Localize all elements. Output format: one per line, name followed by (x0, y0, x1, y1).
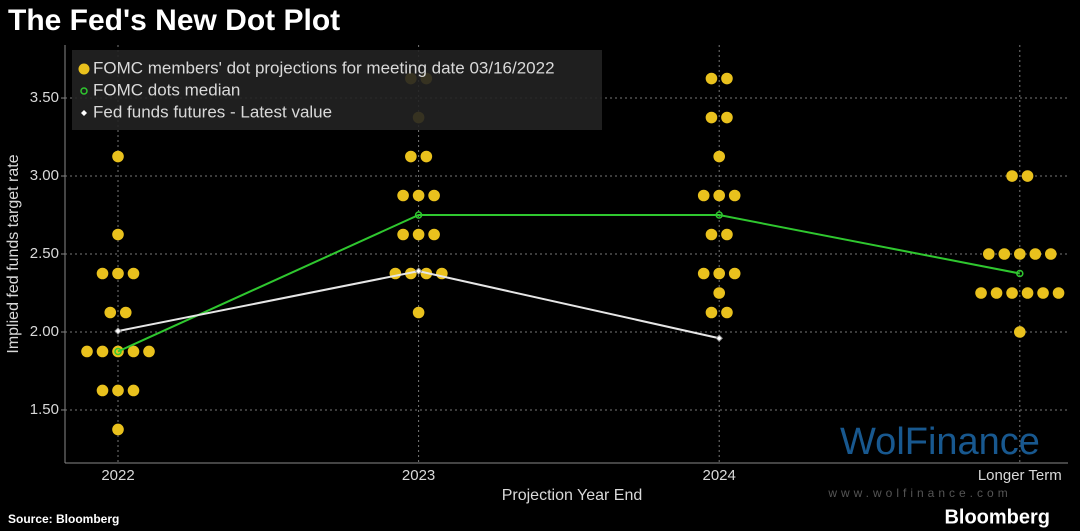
dot (143, 345, 155, 358)
legend-swatch (78, 63, 90, 75)
series-line (117, 214, 1020, 353)
dot (1021, 170, 1034, 182)
y-tick-label: 3.00 (30, 167, 59, 184)
dot (127, 384, 140, 397)
dot (721, 228, 733, 241)
x-tick-label: 2024 (703, 467, 736, 484)
dot (713, 189, 725, 202)
dot (405, 150, 417, 163)
dot (697, 189, 710, 202)
dot (412, 306, 425, 319)
y-axis-title: Implied fed funds target rate (5, 154, 22, 353)
median-marker (114, 347, 122, 356)
x-tick-label: 2022 (101, 467, 134, 484)
legend-label: FOMC members' dot projections for meetin… (93, 58, 555, 77)
dot (412, 228, 425, 241)
median-marker (715, 211, 723, 219)
dot (112, 228, 124, 241)
dot (1006, 170, 1018, 182)
legend-label: Fed funds futures - Latest value (93, 102, 332, 121)
watermark-url: www.wolfinance.com (827, 486, 1011, 500)
dot (728, 267, 741, 280)
dot (721, 111, 733, 124)
dot (983, 248, 995, 260)
dot (397, 228, 409, 241)
brand: Bloomberg (944, 506, 1050, 528)
futures-marker (414, 267, 423, 275)
dot (697, 267, 710, 280)
x-tick-label: Longer Term (978, 467, 1062, 484)
dot (1014, 326, 1026, 338)
dot (721, 306, 733, 319)
dot (96, 345, 109, 358)
dot (112, 423, 124, 436)
dot (428, 228, 440, 241)
dot (112, 345, 124, 358)
median-marker (414, 211, 423, 219)
dot (420, 150, 433, 163)
dot (713, 287, 725, 299)
dot (728, 189, 741, 202)
dot (96, 267, 109, 280)
dot (705, 228, 718, 241)
source: Source: Bloomberg (8, 512, 119, 526)
legend-box (72, 50, 602, 130)
dot (721, 72, 733, 85)
legend-swatch (80, 87, 88, 95)
futures-marker (114, 327, 122, 335)
dot (81, 345, 93, 358)
dot (1014, 248, 1026, 260)
dot (412, 189, 425, 202)
y-tick-label: 2.00 (30, 323, 59, 340)
dot (96, 384, 109, 397)
dot (127, 267, 140, 280)
dot (104, 306, 117, 319)
x-tick-label: 2023 (402, 467, 435, 484)
y-tick-label: 1.50 (30, 401, 59, 418)
dot (713, 267, 725, 280)
dot (428, 189, 440, 202)
dot (1006, 287, 1018, 299)
dot (713, 150, 725, 163)
x-axis-title: Projection Year End (502, 487, 643, 504)
dot (705, 72, 718, 85)
dot (975, 287, 987, 299)
dot (1037, 287, 1049, 299)
watermark: WolFinance (840, 421, 1040, 463)
futures-marker (715, 334, 723, 342)
dot (1029, 248, 1042, 260)
dot (112, 267, 124, 280)
dot (705, 306, 718, 319)
dot (119, 306, 132, 319)
dot (990, 287, 1003, 299)
dot (1021, 287, 1034, 299)
chart-title: The Fed's New Dot Plot (8, 4, 340, 37)
dot (112, 150, 124, 163)
dot (112, 384, 124, 397)
dot (1052, 287, 1065, 299)
dot (998, 248, 1011, 260)
legend-label: FOMC dots median (93, 80, 240, 99)
dot (127, 345, 140, 358)
y-tick-label: 3.50 (30, 89, 59, 106)
dot (1045, 248, 1057, 260)
y-tick-label: 2.50 (30, 245, 59, 262)
legend-swatch (81, 110, 87, 116)
median-marker (1016, 269, 1024, 278)
dot (705, 111, 718, 124)
dot (397, 189, 409, 202)
